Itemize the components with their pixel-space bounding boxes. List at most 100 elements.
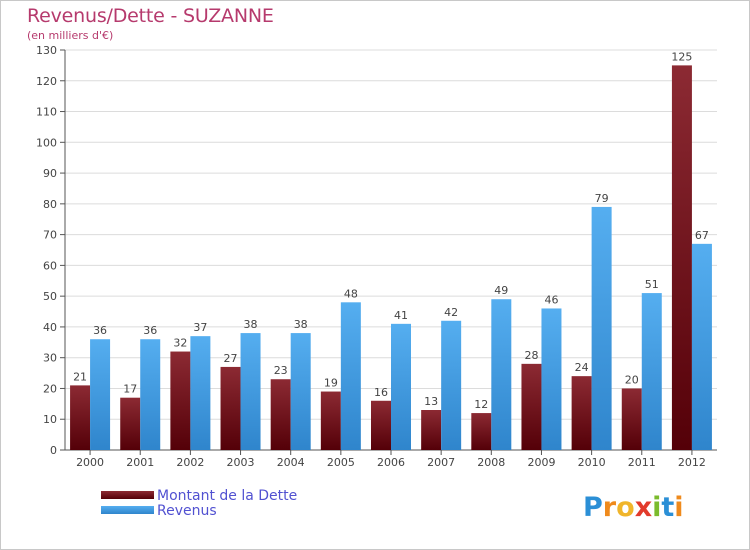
data-label-revenue: 67	[695, 229, 709, 242]
y-tick-label: 70	[43, 229, 57, 242]
chart-title: Revenus/Dette - SUZANNE	[27, 5, 274, 27]
y-tick-label: 120	[36, 75, 57, 88]
data-label-debt: 13	[424, 395, 438, 408]
x-tick-label: 2003	[227, 456, 255, 469]
data-label-revenue: 36	[143, 324, 157, 337]
data-label-revenue: 38	[244, 318, 258, 331]
bar-debt	[270, 379, 291, 450]
logo-letter: o	[616, 492, 635, 523]
logo-letter: t	[661, 492, 674, 523]
x-tick-label: 2010	[578, 456, 606, 469]
bar-debt	[170, 351, 191, 450]
y-tick-label: 60	[43, 259, 57, 272]
y-tick-label: 50	[43, 290, 57, 303]
data-label-debt: 27	[224, 352, 238, 365]
data-label-revenue: 41	[394, 309, 408, 322]
bar-revenue	[491, 299, 512, 450]
data-label-revenue: 38	[294, 318, 308, 331]
data-label-revenue: 46	[544, 293, 558, 306]
data-label-debt: 17	[123, 383, 137, 396]
data-label-revenue: 51	[645, 278, 659, 291]
logo-letter: P	[583, 492, 603, 523]
bar-debt	[371, 400, 391, 450]
axes: 0 10 20 30 40 50 60 70 80 90 100 110 120 130 2000 2001 2…	[36, 44, 717, 469]
x-tick-label: 2002	[176, 456, 204, 469]
data-label-debt: 23	[274, 364, 288, 377]
bar-debt	[320, 391, 341, 450]
bar-debt	[120, 397, 141, 450]
bar-debt	[671, 65, 692, 450]
x-tick-label: 2005	[327, 456, 355, 469]
x-tick-label: 2007	[427, 456, 455, 469]
bar-debt	[621, 388, 642, 450]
data-label-debt: 19	[324, 377, 338, 390]
chart-subtitle: (en milliers d'€)	[27, 29, 114, 42]
data-label-debt: 21	[73, 370, 87, 383]
bar-debt	[571, 376, 592, 450]
data-label-revenue: 36	[93, 324, 107, 337]
y-tick-label: 30	[43, 352, 57, 365]
data-label-debt: 24	[575, 361, 589, 374]
y-tick-label: 130	[36, 44, 57, 57]
bar-revenue	[290, 333, 311, 450]
x-tick-label: 2012	[678, 456, 706, 469]
data-label-debt: 125	[671, 50, 692, 63]
x-tick-label: 2008	[477, 456, 505, 469]
y-tick-label: 110	[36, 106, 57, 119]
bar-revenue	[391, 323, 411, 450]
y-tick-label: 40	[43, 321, 57, 334]
legend-swatch-debt	[101, 491, 154, 499]
bar-revenue	[190, 336, 211, 450]
bar-revenue	[340, 302, 361, 450]
y-tick-label: 80	[43, 198, 57, 211]
legend-swatch-revenue	[101, 506, 154, 514]
proxiti-logo: Proxiti	[583, 492, 684, 523]
bar-debt	[421, 410, 442, 450]
data-label-debt: 32	[173, 337, 187, 350]
bar-revenue	[691, 243, 712, 450]
bar-debt	[521, 363, 542, 450]
data-labels: 21 36 17 36 32 37 27 38 23 38 19 48 16 41 13 42 12 49 28 46…	[73, 50, 709, 411]
legend-label-debt: Montant de la Dette	[157, 488, 297, 504]
bar-revenue	[641, 293, 662, 450]
logo-letter: r	[603, 492, 617, 523]
data-label-debt: 28	[524, 349, 538, 362]
x-tick-label: 2004	[277, 456, 305, 469]
bar-revenue	[140, 339, 161, 450]
x-tick-label: 2000	[76, 456, 104, 469]
y-tick-label: 100	[36, 136, 57, 149]
bars	[70, 65, 712, 450]
y-tick-label: 20	[43, 382, 57, 395]
data-label-revenue: 37	[193, 321, 207, 334]
data-label-debt: 12	[474, 398, 488, 411]
bar-debt	[70, 385, 91, 450]
x-tick-label: 2009	[527, 456, 555, 469]
data-label-revenue: 42	[444, 306, 458, 319]
y-tick-label: 10	[43, 413, 57, 426]
data-label-debt: 20	[625, 373, 639, 386]
bar-debt	[220, 366, 241, 450]
legend-label-revenue: Revenus	[157, 503, 217, 519]
data-label-revenue: 48	[344, 287, 358, 300]
data-label-revenue: 49	[494, 284, 508, 297]
y-tick-label: 90	[43, 167, 57, 180]
x-tick-label: 2006	[377, 456, 405, 469]
y-tick-label: 0	[50, 444, 57, 457]
bar-revenue	[240, 333, 261, 450]
x-tick-label: 2001	[126, 456, 154, 469]
bar-revenue	[90, 339, 111, 450]
logo-letter: i	[652, 492, 661, 523]
proxiti-logo-text: Proxiti	[583, 492, 684, 523]
bar-revenue	[591, 206, 612, 450]
bar-revenue	[541, 308, 562, 450]
logo-letter: i	[674, 492, 683, 523]
x-tick-label: 2011	[628, 456, 656, 469]
data-label-revenue: 79	[595, 192, 609, 205]
bar-revenue	[441, 320, 462, 450]
logo-letter: x	[635, 492, 652, 523]
bar-debt	[471, 413, 492, 450]
data-label-debt: 16	[374, 386, 388, 399]
